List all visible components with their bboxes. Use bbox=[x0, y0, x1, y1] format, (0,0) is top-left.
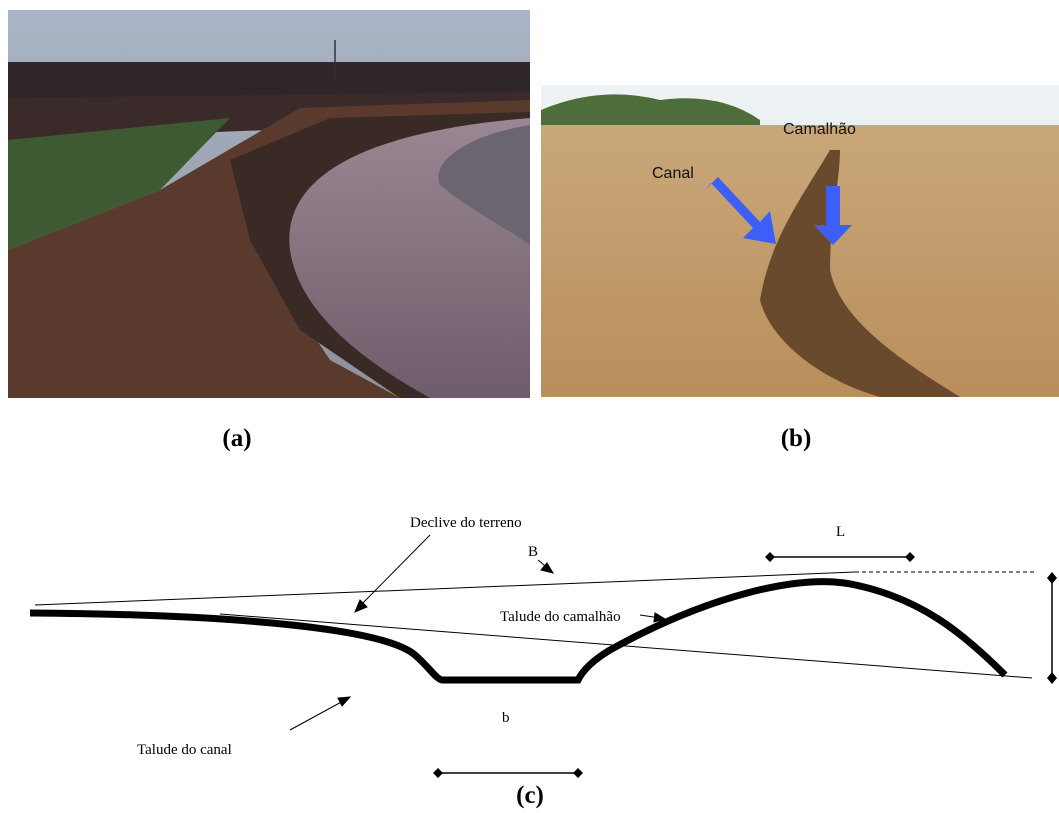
panel-label: (a) bbox=[222, 425, 251, 452]
photo-a bbox=[8, 10, 530, 398]
panel-label: (b) bbox=[781, 425, 812, 452]
annotation: b bbox=[502, 710, 510, 726]
annotation: Talude do canal bbox=[137, 742, 232, 758]
photo-b: Canal Camalhão bbox=[541, 85, 1059, 397]
panel-label: (c) bbox=[516, 782, 544, 809]
annotation: Camalhão bbox=[783, 121, 856, 138]
figure: Canal Camalhão (a) (b) Declive do terren… bbox=[0, 0, 1059, 813]
annotation: L bbox=[836, 524, 845, 540]
annotation: Declive do terreno bbox=[410, 515, 522, 531]
annotation: Canal bbox=[652, 165, 694, 182]
annotation: Talude do camalhão bbox=[500, 609, 621, 625]
annotation: B bbox=[528, 544, 538, 560]
